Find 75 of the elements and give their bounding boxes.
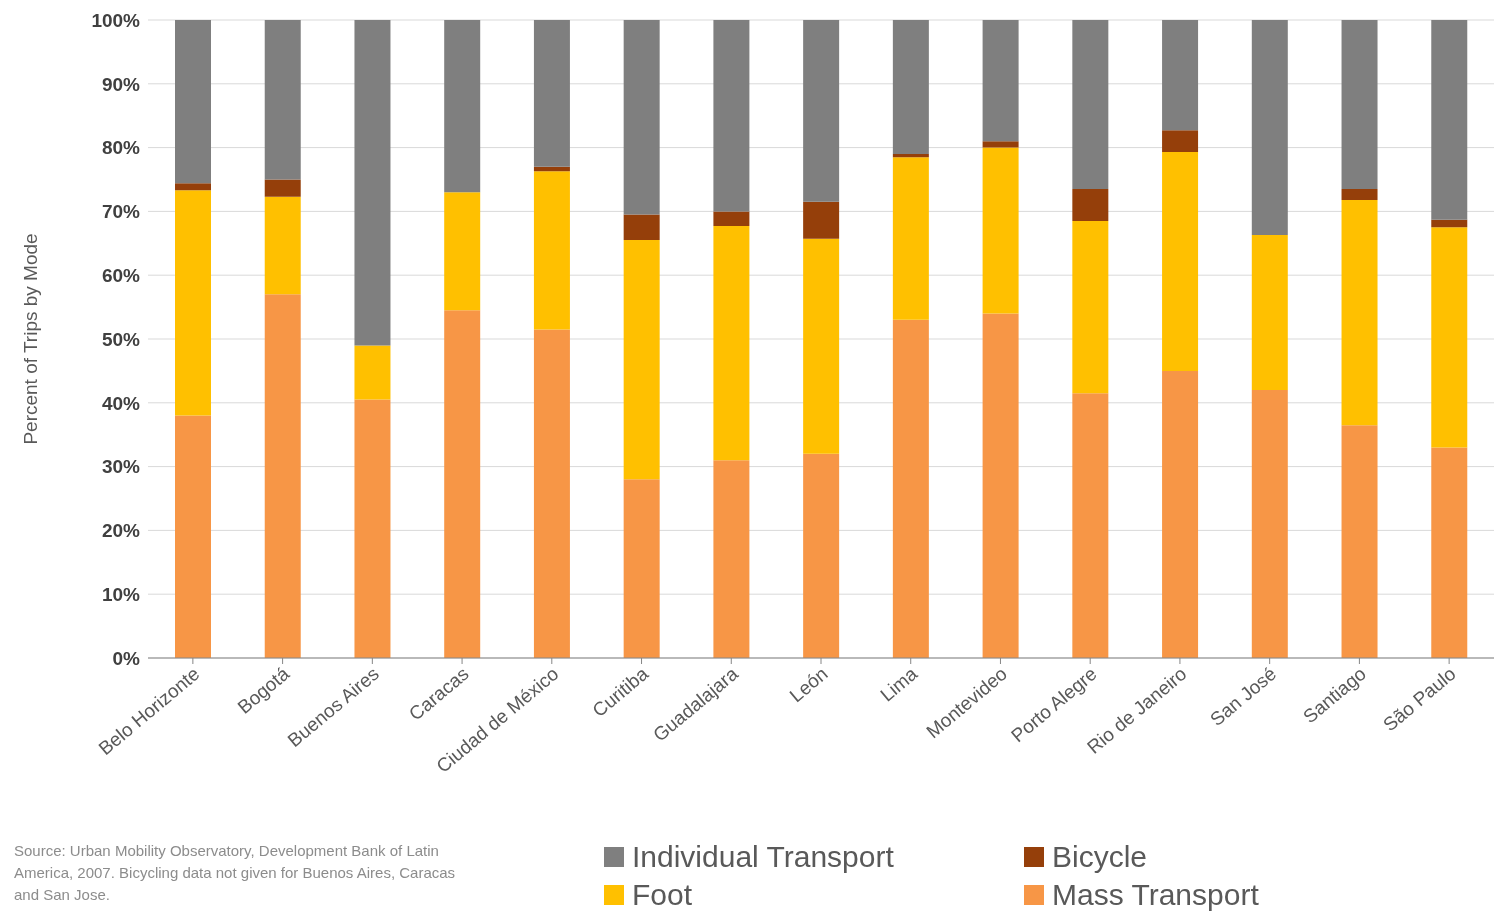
bar	[713, 20, 750, 212]
bar	[803, 20, 840, 202]
legend-label: Individual Transport	[632, 840, 894, 874]
bar	[264, 196, 301, 295]
bar	[1162, 20, 1199, 131]
bar	[803, 238, 840, 454]
bar	[623, 479, 660, 658]
bar	[354, 20, 391, 346]
legend-label: Bicycle	[1052, 840, 1148, 874]
bar	[713, 226, 750, 461]
bar	[444, 310, 481, 658]
bar	[1072, 220, 1109, 394]
y-tick-label: 40%	[101, 392, 141, 414]
x-tick-label: Lima	[876, 662, 922, 706]
bar	[982, 147, 1019, 314]
bar	[533, 171, 570, 330]
bar	[444, 192, 481, 311]
bar	[1341, 199, 1378, 426]
bar	[623, 214, 660, 241]
bar	[713, 460, 750, 658]
bar	[264, 20, 301, 180]
y-tick-label: 20%	[101, 520, 141, 542]
bar	[1072, 189, 1109, 221]
bar	[982, 141, 1019, 148]
y-tick-label: 0%	[112, 647, 141, 669]
bar	[1251, 235, 1288, 391]
bar	[803, 453, 840, 658]
bar	[892, 20, 929, 154]
bar	[533, 20, 570, 167]
y-tick-label: 70%	[101, 201, 141, 223]
bar	[444, 20, 481, 193]
bar	[892, 319, 929, 658]
bar	[1162, 152, 1199, 371]
bar	[623, 20, 660, 215]
y-tick-label: 60%	[101, 264, 141, 286]
bar	[713, 211, 750, 227]
y-tick-label: 10%	[101, 583, 141, 605]
bar	[623, 240, 660, 480]
bar	[354, 399, 391, 658]
y-tick-label: 30%	[101, 456, 141, 478]
bar	[1431, 219, 1468, 228]
bar	[533, 329, 570, 658]
bar	[1162, 370, 1199, 658]
bar	[803, 201, 840, 239]
bar	[1251, 390, 1288, 658]
bar	[982, 20, 1019, 142]
bar	[1072, 393, 1109, 658]
bar	[175, 183, 211, 191]
bar	[982, 313, 1019, 658]
bar	[1431, 20, 1468, 220]
bar	[1341, 425, 1378, 658]
y-axis-title: Percent of Trips by Mode	[19, 233, 41, 445]
bar	[175, 415, 211, 658]
source-note: Source: Urban Mobility Observatory, Development Bank of Latin America, 2007. Bicycling data not given for Buenos Aires, Caracas and San Jose.	[14, 841, 457, 905]
bar	[175, 190, 211, 416]
y-tick-label: 100%	[91, 9, 141, 31]
bar	[354, 345, 391, 400]
x-tick-label: León	[785, 662, 832, 707]
bar	[1341, 189, 1378, 200]
bar	[1431, 447, 1468, 658]
bar	[264, 179, 301, 197]
y-tick-label: 90%	[101, 73, 141, 95]
bar	[892, 157, 929, 320]
bar	[892, 153, 929, 158]
legend-label: Mass Transport	[1052, 878, 1259, 912]
legend-label: Foot	[632, 878, 693, 912]
y-tick-label: 80%	[101, 137, 141, 159]
bar	[175, 20, 211, 184]
bar	[1162, 130, 1199, 153]
bar	[1341, 20, 1378, 190]
bar	[1072, 20, 1109, 190]
bar	[264, 294, 301, 658]
bar	[1251, 20, 1288, 236]
bar	[1431, 227, 1468, 448]
y-tick-label: 50%	[101, 328, 141, 350]
